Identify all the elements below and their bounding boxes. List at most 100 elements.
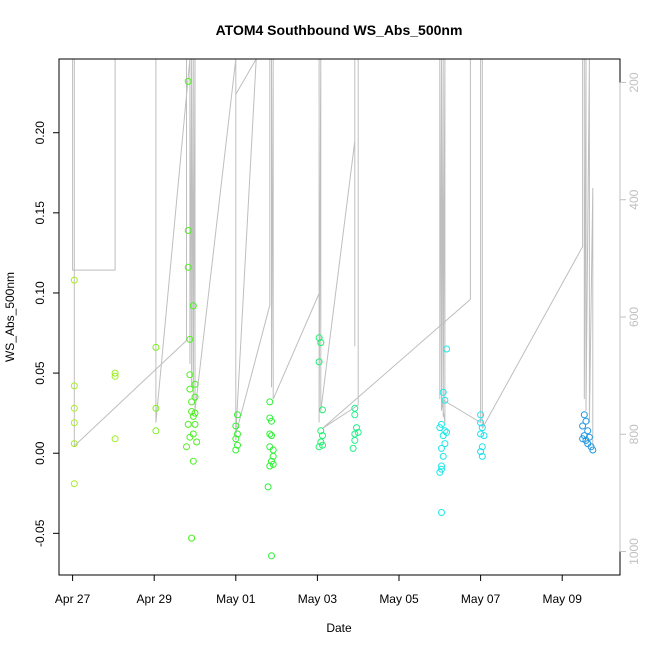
data-point <box>184 227 192 234</box>
data-point <box>268 417 275 425</box>
data-point <box>70 276 78 284</box>
data-point <box>266 430 274 438</box>
data-point <box>580 411 588 419</box>
data-point <box>184 263 192 271</box>
data-point <box>579 435 587 443</box>
y2-axis: 200 400 600 800 1000 <box>619 72 641 565</box>
data-point <box>584 427 592 435</box>
data-point <box>264 483 272 491</box>
data-point <box>438 509 445 516</box>
data-point <box>582 417 590 425</box>
data-point <box>319 441 326 449</box>
data-point <box>189 430 197 438</box>
data-point <box>70 419 78 427</box>
y2-tick-label: 600 <box>627 307 641 327</box>
data-point <box>439 452 447 460</box>
data-point <box>188 534 196 542</box>
data-point <box>189 302 197 310</box>
pressure-line-layer <box>72 59 594 448</box>
y2-tick-label: 1000 <box>627 538 641 565</box>
data-point <box>477 411 485 419</box>
data-point <box>351 411 359 419</box>
data-point <box>234 430 241 438</box>
data-point <box>152 427 160 435</box>
y2-tick-label: 800 <box>627 424 641 444</box>
data-point <box>315 334 323 342</box>
y-tick-label: 0.10 <box>33 281 47 305</box>
y2-tick-label: 200 <box>627 72 641 92</box>
data-point <box>152 404 160 412</box>
data-point <box>439 432 447 440</box>
data-point <box>441 427 449 435</box>
data-point <box>191 393 199 401</box>
data-point <box>477 419 485 427</box>
data-point <box>315 358 323 366</box>
data-point <box>191 409 199 417</box>
data-point <box>111 435 119 443</box>
data-point <box>193 438 201 446</box>
data-point <box>438 444 445 452</box>
y-axis-label: WS_Abs_500nm <box>3 272 17 362</box>
data-point <box>480 432 488 440</box>
data-point <box>478 452 486 460</box>
y-tick-label: 0.05 <box>33 361 47 385</box>
data-point <box>184 77 192 85</box>
data-point <box>234 411 241 419</box>
data-point <box>189 457 197 465</box>
data-point <box>188 408 196 415</box>
data-point <box>191 420 199 428</box>
y2-tick-label: 400 <box>627 189 641 209</box>
x-tick-label: May 09 <box>543 592 583 606</box>
points-layer <box>70 77 597 560</box>
data-point <box>353 424 360 432</box>
data-point <box>478 424 486 432</box>
data-point <box>232 422 240 430</box>
data-point <box>266 398 274 406</box>
chart-title: ATOM4 Southbound WS_Abs_500nm <box>216 22 463 38</box>
x-tick-label: May 05 <box>379 592 419 606</box>
x-tick-label: May 03 <box>298 592 338 606</box>
x-tick-label: May 07 <box>461 592 501 606</box>
data-point <box>438 465 445 473</box>
data-point <box>266 462 274 470</box>
data-point <box>111 372 119 380</box>
data-point <box>183 443 190 451</box>
data-point <box>184 420 192 428</box>
x-axis: Apr 27 Apr 29 May 01 May 03 May 05 May 07 May … <box>55 574 583 606</box>
y-tick-label: 0.15 <box>33 201 47 225</box>
plot-frame <box>58 58 621 576</box>
y-tick-label: 0.20 <box>33 121 47 145</box>
data-point <box>186 385 194 393</box>
data-point <box>349 444 357 452</box>
data-point <box>269 452 277 460</box>
data-point <box>315 443 323 451</box>
data-point <box>152 343 160 351</box>
data-point <box>319 432 326 440</box>
data-point <box>70 480 78 488</box>
data-point <box>234 441 241 449</box>
data-point <box>441 396 449 404</box>
data-point <box>354 428 362 436</box>
data-point <box>269 460 277 468</box>
x-axis-label: Date <box>326 621 352 635</box>
data-point <box>268 552 275 560</box>
data-point <box>232 446 240 454</box>
data-point <box>438 462 445 470</box>
data-point <box>317 339 325 347</box>
data-point <box>268 432 275 440</box>
data-point <box>443 345 451 353</box>
data-point <box>478 443 486 451</box>
data-point <box>317 427 325 435</box>
data-point <box>319 406 326 414</box>
y-tick-label: 0.00 <box>33 441 47 465</box>
data-point <box>111 369 119 377</box>
data-point <box>477 448 485 456</box>
pressure-line <box>72 59 594 448</box>
data-point <box>186 371 194 379</box>
data-point <box>589 446 597 454</box>
data-point <box>70 440 78 448</box>
x-tick-label: Apr 27 <box>55 592 91 606</box>
data-point <box>232 435 240 443</box>
data-point <box>579 422 587 430</box>
